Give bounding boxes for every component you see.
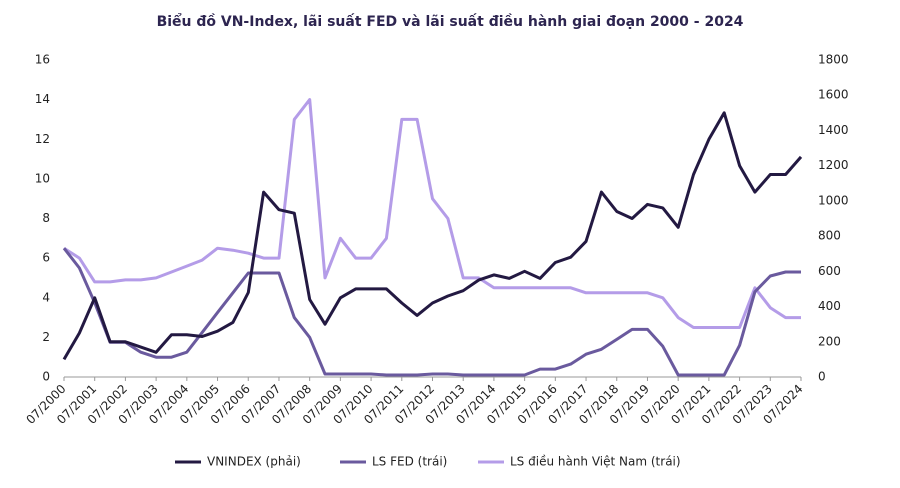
series-line <box>62 111 803 361</box>
y-tick-label: 0 <box>42 370 50 384</box>
y-tick-label: 12 <box>35 132 50 146</box>
y-tick-label: 10 <box>35 171 50 185</box>
legend-label: LS FED (trái) <box>372 455 447 469</box>
chart-title: Biểu đồ VN-Index, lãi suất FED và lãi su… <box>157 13 744 30</box>
y2-tick-label: 1400 <box>818 123 849 137</box>
y-tick-label: 16 <box>35 53 50 67</box>
y2-tick-label: 1600 <box>818 88 849 102</box>
y2-tick-label: 1200 <box>818 158 849 172</box>
y-tick-label: 2 <box>42 330 50 344</box>
legend-label: VNINDEX (phải) <box>207 455 301 469</box>
y2-tick-label: 800 <box>818 229 841 243</box>
y-tick-label: 8 <box>42 211 50 225</box>
y-tick-label: 4 <box>42 290 50 304</box>
legend-label: LS điều hành Việt Nam (trái) <box>510 455 681 469</box>
y2-tick-label: 600 <box>818 264 841 278</box>
series-line <box>63 98 801 329</box>
y-tick-label: 14 <box>35 92 50 106</box>
y2-tick-label: 0 <box>818 370 826 384</box>
y2-tick-label: 400 <box>818 299 841 313</box>
y-tick-label: 6 <box>42 251 50 265</box>
y2-tick-label: 1800 <box>818 53 849 67</box>
y2-tick-label: 200 <box>818 334 841 348</box>
y2-tick-label: 1000 <box>818 193 849 207</box>
series-line <box>62 247 801 377</box>
